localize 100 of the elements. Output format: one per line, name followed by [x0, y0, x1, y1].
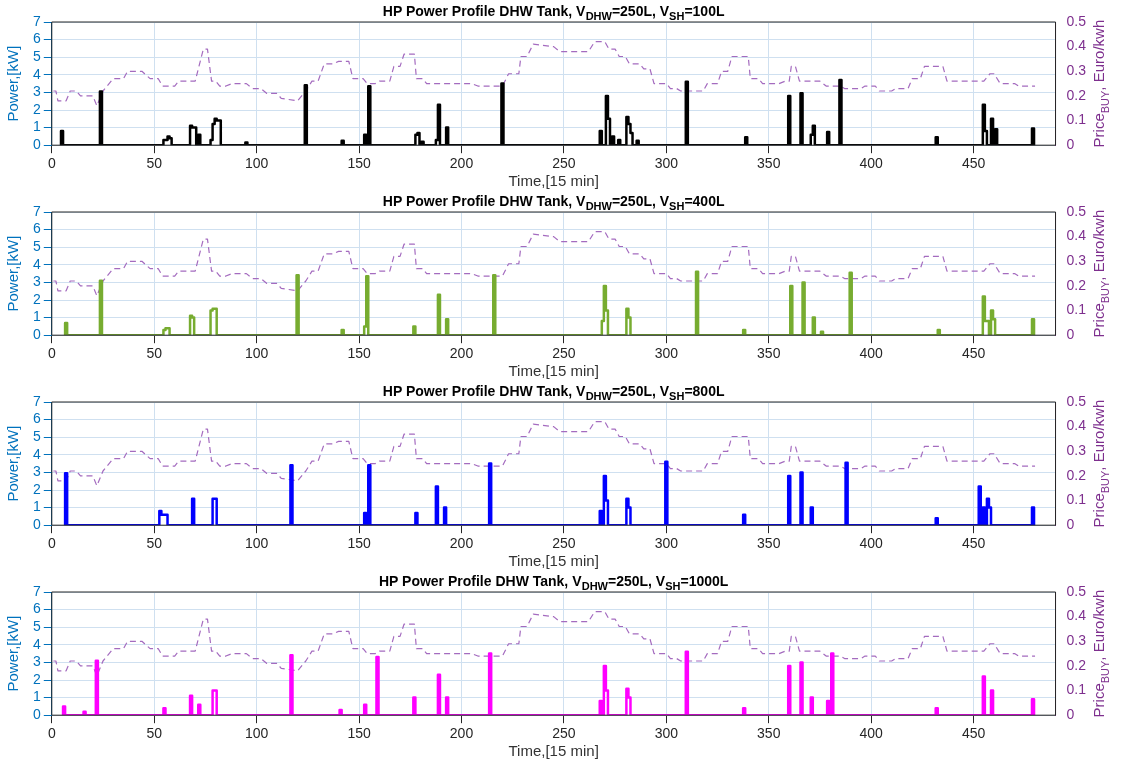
y-axis-title: Power,[kW] — [4, 615, 21, 692]
y-tick-label: 7 — [32, 202, 41, 219]
x-axis-title: Time,[15 min] — [508, 172, 599, 189]
x-tick-label: 0 — [47, 535, 56, 552]
y2-tick-label: 0.5 — [1066, 392, 1087, 409]
x-tick-label: 350 — [757, 155, 781, 172]
y-tick-label: 6 — [32, 30, 41, 47]
y2-tick-label: 0.1 — [1066, 681, 1087, 698]
y2-tick-label: 0 — [1066, 326, 1075, 343]
x-tick-label: 300 — [654, 155, 679, 172]
y2-tick-label: 0.1 — [1066, 111, 1087, 128]
y2-axis-title: PriceBUY, Euro/kwh — [1090, 399, 1111, 528]
y-tick-label: 2 — [32, 670, 41, 687]
y-tick-label: 5 — [32, 238, 41, 255]
y-tick-label: 1 — [32, 498, 41, 515]
y-tick-label: 6 — [32, 220, 41, 237]
x-tick-label: 200 — [449, 155, 474, 172]
x-tick-label: 250 — [552, 725, 576, 742]
x-tick-label: 350 — [757, 535, 781, 552]
y2-axis-title: PriceBUY, Euro/kwh — [1090, 589, 1111, 718]
y2-tick-label: 0 — [1066, 516, 1075, 533]
y2-tick-label: 0.1 — [1066, 491, 1087, 508]
x-tick-label: 450 — [961, 535, 986, 552]
y-tick-label: 3 — [32, 273, 41, 290]
x-tick-label: 250 — [552, 345, 576, 362]
y2-tick-label: 0.1 — [1066, 301, 1087, 318]
y2-tick-label: 0.3 — [1066, 632, 1087, 649]
y-tick-label: 5 — [32, 618, 41, 635]
y-tick-label: 1 — [32, 118, 41, 135]
y-tick-label: 7 — [32, 582, 41, 599]
y-tick-label: 5 — [32, 428, 41, 445]
x-tick-label: 150 — [347, 535, 371, 552]
y-tick-label: 0 — [32, 516, 41, 533]
y-tick-label: 3 — [32, 653, 41, 670]
x-tick-label: 300 — [654, 345, 679, 362]
y2-tick-label: 0.4 — [1066, 37, 1087, 54]
x-axis-title: Time,[15 min] — [508, 362, 599, 379]
y-axis-title: Power,[kW] — [4, 235, 21, 312]
y-tick-label: 5 — [32, 48, 41, 65]
y2-tick-label: 0.5 — [1066, 202, 1087, 219]
y-tick-label: 1 — [32, 308, 41, 325]
x-tick-label: 50 — [146, 535, 163, 552]
y2-tick-label: 0 — [1066, 706, 1075, 723]
y2-axis-title: PriceBUY, Euro/kwh — [1090, 209, 1111, 338]
x-tick-label: 150 — [347, 155, 371, 172]
y2-tick-label: 0.5 — [1066, 12, 1087, 29]
x-tick-label: 0 — [47, 155, 56, 172]
y2-axis-title: PriceBUY, Euro/kwh — [1090, 19, 1111, 148]
x-tick-label: 100 — [244, 535, 269, 552]
y-tick-label: 2 — [32, 290, 41, 307]
y2-tick-label: 0.2 — [1066, 86, 1087, 103]
y-tick-label: 0 — [32, 326, 41, 343]
y2-tick-label: 0.4 — [1066, 417, 1087, 434]
y2-tick-label: 0.5 — [1066, 582, 1087, 599]
y-tick-label: 3 — [32, 463, 41, 480]
x-tick-label: 250 — [552, 535, 576, 552]
x-tick-label: 0 — [47, 345, 56, 362]
y2-tick-label: 0 — [1066, 136, 1075, 153]
x-tick-label: 300 — [654, 725, 679, 742]
x-tick-label: 200 — [449, 725, 474, 742]
x-tick-label: 200 — [449, 345, 474, 362]
x-tick-label: 100 — [244, 155, 269, 172]
y2-tick-label: 0.2 — [1066, 466, 1087, 483]
x-tick-label: 50 — [146, 155, 163, 172]
line-series — [51, 231, 1036, 297]
x-tick-label: 150 — [347, 725, 371, 742]
x-tick-label: 150 — [347, 345, 371, 362]
x-tick-label: 350 — [757, 725, 781, 742]
x-tick-label: 300 — [654, 535, 679, 552]
y2-tick-label: 0.4 — [1066, 607, 1087, 624]
y-tick-label: 3 — [32, 83, 41, 100]
line-series — [51, 421, 1036, 487]
x-tick-label: 400 — [859, 155, 884, 172]
y2-tick-label: 0.3 — [1066, 442, 1087, 459]
x-tick-label: 450 — [961, 345, 986, 362]
y2-tick-label: 0.4 — [1066, 227, 1087, 244]
x-tick-label: 50 — [146, 725, 163, 742]
y-tick-label: 6 — [32, 600, 41, 617]
y-tick-label: 4 — [32, 255, 41, 272]
x-tick-label: 100 — [244, 725, 269, 742]
x-tick-label: 100 — [244, 345, 269, 362]
y2-tick-label: 0.3 — [1066, 252, 1087, 269]
y-tick-label: 2 — [32, 480, 41, 497]
y-axis-title: Power,[kW] — [4, 425, 21, 502]
x-tick-label: 450 — [961, 725, 986, 742]
x-tick-label: 400 — [859, 345, 884, 362]
y-tick-label: 6 — [32, 410, 41, 427]
y-tick-label: 4 — [32, 635, 41, 652]
y2-tick-label: 0.2 — [1066, 276, 1087, 293]
x-tick-label: 200 — [449, 535, 474, 552]
y-tick-label: 7 — [32, 12, 41, 29]
y2-tick-label: 0.3 — [1066, 62, 1087, 79]
x-axis-title: Time,[15 min] — [508, 552, 599, 569]
x-axis-title: Time,[15 min] — [508, 742, 599, 759]
x-tick-label: 400 — [859, 725, 884, 742]
y-tick-label: 4 — [32, 445, 41, 462]
x-tick-label: 450 — [961, 155, 986, 172]
y-tick-label: 4 — [32, 65, 41, 82]
x-tick-label: 0 — [47, 725, 56, 742]
x-tick-label: 250 — [552, 155, 576, 172]
